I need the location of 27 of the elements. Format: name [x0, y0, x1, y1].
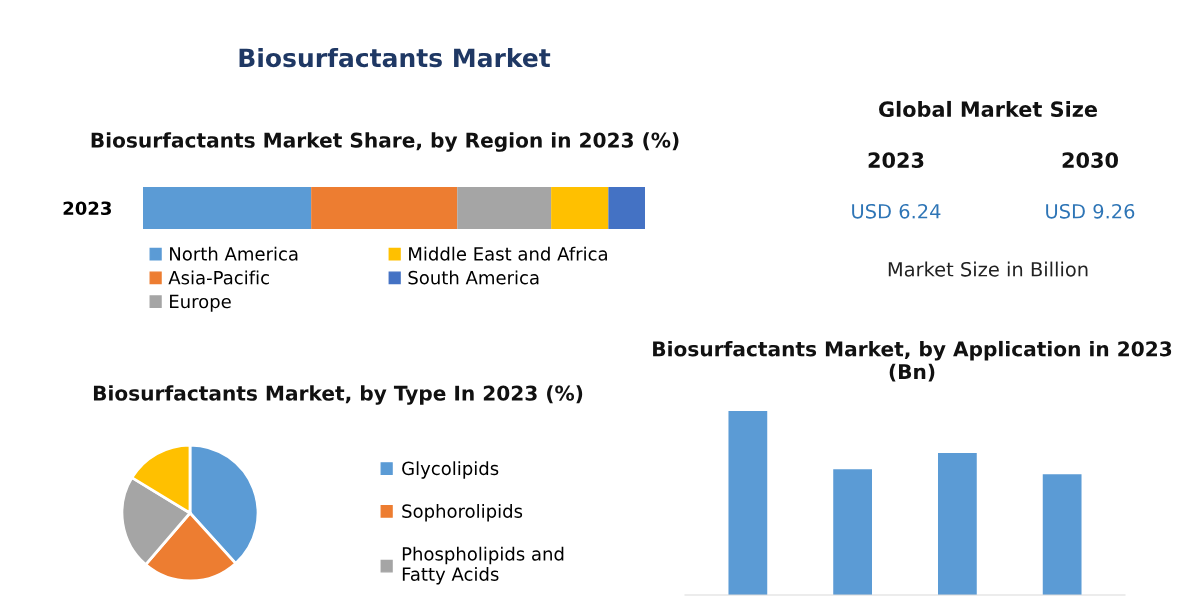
text: 2030: [1062, 152, 1118, 169]
bar: [833, 469, 872, 595]
legend-label: Phospholipids and Fatty Acids: [402, 546, 564, 585]
bar: [938, 452, 977, 595]
bar: [1042, 474, 1082, 595]
chart-title: Biosurfactants Market, by Type In 2023 (%): [93, 385, 583, 405]
text: Biosurfactants Market: [239, 47, 551, 68]
text: Market Size in Billion: [888, 261, 1088, 277]
text: Biosurfactants Market Share, by Region in 2023 (%): [91, 132, 679, 152]
legend-label: North America: [170, 246, 298, 261]
text: 2023: [63, 201, 112, 216]
bar: [728, 411, 768, 595]
bar: [608, 187, 645, 229]
chart-title: Biosurfactants Market, by Application in 2023 (Bn): [653, 340, 1172, 382]
legend-label: Europe: [170, 294, 231, 312]
text: USD 9.26: [1046, 203, 1135, 219]
text: Global Market Size: [879, 100, 1098, 118]
bar: [551, 187, 609, 229]
legend-label: Sophorolipids: [402, 504, 523, 522]
legend-label: South America: [408, 270, 539, 285]
bar: [457, 187, 552, 229]
bar: [143, 187, 312, 229]
legend-label: Middle East and Africa: [409, 246, 607, 261]
bar: [311, 187, 458, 229]
legend-label: Asia-Pacific: [168, 270, 269, 285]
legend-label: Glycolipids: [402, 461, 499, 479]
text: USD 6.24: [852, 203, 941, 219]
